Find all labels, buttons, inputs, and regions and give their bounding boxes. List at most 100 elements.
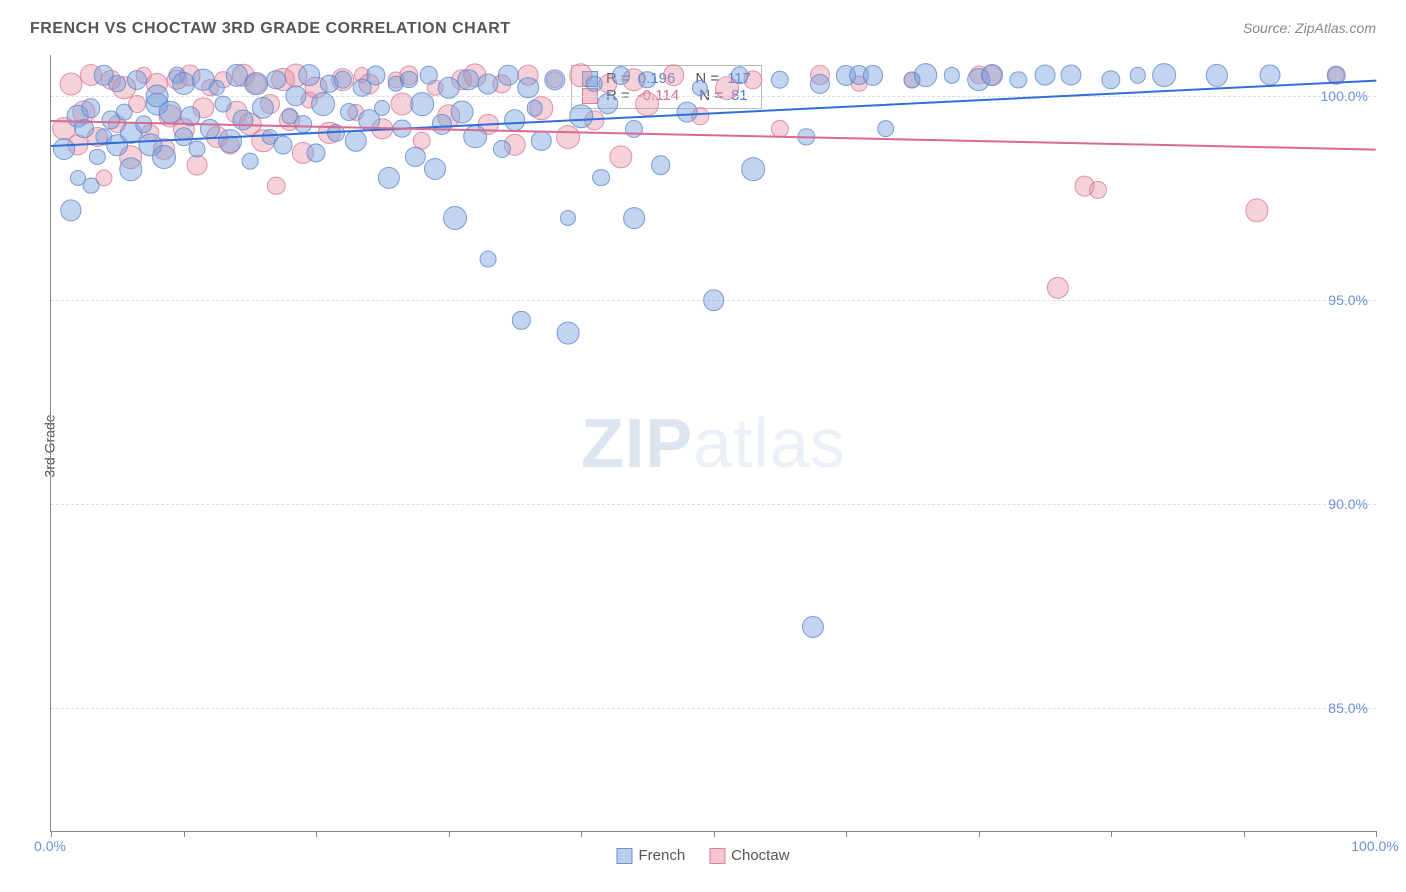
scatter-point	[1061, 65, 1082, 86]
legend-item-french: French	[616, 847, 685, 864]
scatter-point	[597, 93, 618, 114]
scatter-point	[651, 155, 671, 175]
y-tick-label: 85.0%	[1328, 700, 1368, 716]
scatter-point	[127, 69, 147, 89]
scatter-point	[218, 129, 242, 153]
scatter-point	[981, 64, 1003, 86]
legend-item-choctaw: Choctaw	[709, 847, 789, 864]
scatter-point	[560, 210, 576, 226]
chart-title: FRENCH VS CHOCTAW 3RD GRADE CORRELATION …	[30, 20, 511, 38]
x-tick	[581, 831, 582, 837]
legend-label-french: French	[638, 847, 685, 864]
scatter-point	[1129, 67, 1145, 83]
x-tick	[846, 831, 847, 837]
x-tick	[316, 831, 317, 837]
scatter-point	[609, 145, 632, 168]
scatter-point	[480, 251, 497, 268]
scatter-point	[512, 311, 530, 329]
scatter-point	[450, 101, 473, 124]
scatter-point	[1245, 199, 1268, 222]
x-tick	[979, 831, 980, 837]
chart-area: ZIPatlas R = 0.196 N = 117 R = -0.114 N …	[50, 55, 1376, 832]
scatter-point	[556, 125, 580, 149]
scatter-point	[944, 67, 960, 83]
scatter-point	[215, 96, 232, 113]
scatter-point	[504, 109, 526, 131]
scatter-point	[378, 166, 400, 188]
y-tick-label: 100.0%	[1321, 88, 1368, 104]
choctaw-swatch-icon	[709, 848, 725, 864]
x-tick	[184, 831, 185, 837]
scatter-point	[809, 73, 829, 93]
scatter-point	[81, 98, 101, 118]
scatter-point	[245, 72, 269, 96]
scatter-point	[135, 116, 153, 134]
scatter-point	[186, 155, 207, 176]
scatter-point	[741, 158, 765, 182]
scatter-point	[299, 65, 321, 87]
x-tick-label-left: 0.0%	[34, 838, 66, 854]
watermark: ZIPatlas	[581, 403, 846, 483]
scatter-point	[233, 110, 254, 131]
scatter-point	[498, 65, 519, 86]
scatter-point	[405, 147, 425, 167]
scatter-point	[1101, 70, 1120, 89]
x-tick	[1244, 831, 1245, 837]
x-tick	[714, 831, 715, 837]
y-tick-label: 95.0%	[1328, 292, 1368, 308]
scatter-point	[333, 70, 352, 89]
scatter-point	[770, 70, 789, 89]
scatter-point	[53, 138, 75, 160]
x-tick	[1111, 831, 1112, 837]
scatter-point	[1152, 64, 1176, 88]
scatter-point	[266, 70, 286, 90]
scatter-point	[526, 100, 543, 117]
source-label: Source: ZipAtlas.com	[1243, 20, 1376, 36]
scatter-point	[82, 177, 99, 194]
scatter-point	[345, 130, 367, 152]
x-tick	[449, 831, 450, 837]
gridline	[51, 504, 1376, 505]
scatter-point	[623, 207, 645, 229]
y-tick-label: 90.0%	[1328, 496, 1368, 512]
scatter-point	[1010, 71, 1027, 88]
scatter-point	[862, 65, 882, 85]
scatter-point	[306, 143, 325, 162]
gridline	[51, 708, 1376, 709]
scatter-point	[400, 71, 418, 89]
scatter-point	[544, 69, 565, 90]
scatter-point	[410, 92, 434, 116]
scatter-point	[273, 135, 292, 154]
scatter-point	[159, 101, 182, 124]
scatter-point	[424, 158, 446, 180]
scatter-point	[677, 102, 698, 123]
scatter-point	[188, 140, 205, 157]
scatter-point	[492, 140, 510, 158]
french-swatch-icon	[616, 848, 632, 864]
scatter-point	[241, 153, 258, 170]
scatter-point	[311, 92, 335, 116]
scatter-point	[1206, 64, 1228, 86]
scatter-point	[517, 77, 539, 99]
watermark-light: atlas	[693, 404, 846, 482]
scatter-point	[374, 100, 390, 116]
scatter-point	[556, 321, 579, 344]
gridline	[51, 96, 1376, 97]
scatter-point	[1047, 277, 1069, 299]
scatter-point	[116, 104, 133, 121]
scatter-point	[914, 63, 938, 87]
scatter-point	[119, 158, 142, 181]
scatter-point	[586, 75, 603, 92]
scatter-point	[89, 149, 105, 165]
watermark-bold: ZIP	[581, 404, 693, 482]
scatter-point	[252, 97, 274, 119]
scatter-point	[1089, 181, 1107, 199]
bottom-legend: French Choctaw	[616, 847, 789, 864]
scatter-point	[625, 119, 643, 137]
scatter-point	[1259, 65, 1280, 86]
scatter-point	[443, 206, 467, 230]
scatter-point	[478, 73, 499, 94]
x-tick	[51, 831, 52, 837]
scatter-point	[366, 66, 385, 85]
scatter-point	[60, 200, 81, 221]
